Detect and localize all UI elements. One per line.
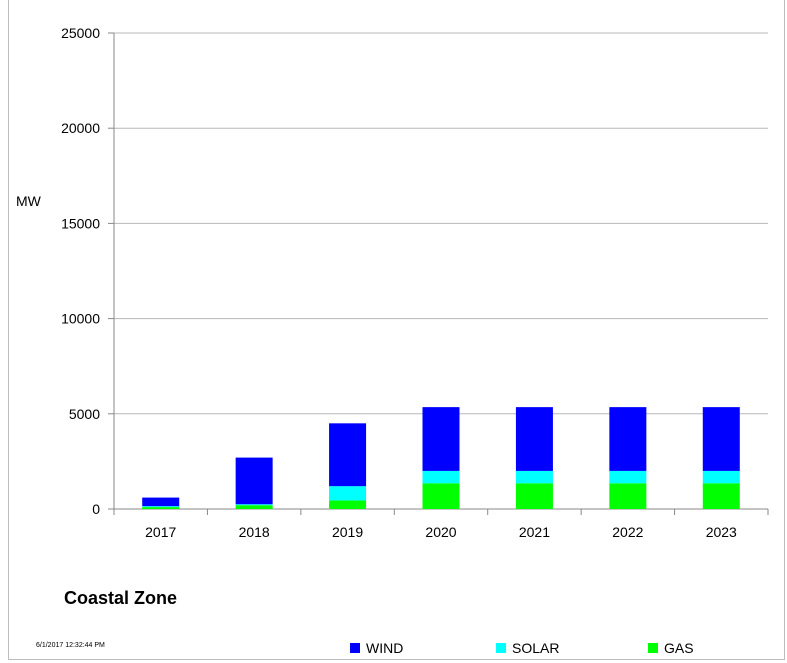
y-tick-labels: 0 5000 10000 15000 20000 25000 (61, 25, 100, 517)
bar-solar-2019 (329, 486, 367, 501)
chart-title: Coastal Zone (64, 588, 178, 608)
bar-solar-2021 (515, 470, 553, 484)
chart-frame (8, 0, 785, 660)
legend-item-gas: GAS (648, 640, 694, 656)
bars (142, 407, 740, 509)
legend-swatch-gas (648, 643, 658, 653)
grid-lines (114, 32, 768, 415)
legend-item-wind: WIND (350, 640, 403, 656)
x-tick-label: 2018 (239, 524, 270, 540)
legend-label-wind: WIND (366, 640, 404, 656)
bar-wind-2021 (515, 407, 553, 471)
x-tick-label: 2019 (332, 524, 363, 540)
legend-label-gas: GAS (664, 640, 694, 656)
bar-solar-2018 (235, 504, 273, 506)
y-axis-label: MW (16, 193, 41, 209)
y-tick-label: 25000 (61, 25, 100, 41)
x-tick-label: 2017 (145, 524, 176, 540)
bar-wind-2020 (422, 407, 460, 471)
bar-gas-2023 (702, 483, 740, 509)
bar-wind-2023 (702, 407, 740, 471)
x-tick-label: 2022 (612, 524, 643, 540)
legend-swatch-wind (350, 643, 360, 653)
bar-solar-2022 (609, 470, 647, 484)
y-tick-label: 5000 (69, 406, 100, 422)
y-tick-label: 10000 (61, 311, 100, 327)
bar-gas-2020 (422, 483, 460, 509)
legend-swatch-solar (496, 643, 506, 653)
legend-label-solar: SOLAR (512, 640, 560, 656)
bar-gas-2022 (609, 483, 647, 509)
y-tick-label: 0 (92, 501, 100, 517)
x-tick-label: 2020 (425, 524, 456, 540)
bar-solar-2020 (422, 470, 460, 484)
bar-wind-2018 (235, 457, 273, 505)
x-tick-label: 2023 (706, 524, 737, 540)
timestamp: 6/1/2017 12:32:44 PM (36, 642, 105, 649)
bar-wind-2017 (142, 497, 180, 507)
bar-gas-2017 (142, 507, 180, 509)
bar-wind-2019 (329, 423, 367, 487)
bar-gas-2019 (329, 500, 367, 509)
bar-solar-2017 (142, 506, 180, 508)
bar-wind-2022 (609, 407, 647, 471)
x-tick-label: 2021 (519, 524, 550, 540)
bar-gas-2021 (515, 483, 553, 509)
y-tick-label: 15000 (61, 215, 100, 231)
y-tick-label: 20000 (61, 120, 100, 136)
bar-solar-2023 (702, 470, 740, 484)
legend-item-solar: SOLAR (496, 640, 559, 656)
x-tick-labels: 2017 2018 2019 2020 2021 2022 2023 (145, 524, 737, 540)
bar-gas-2018 (235, 505, 273, 509)
